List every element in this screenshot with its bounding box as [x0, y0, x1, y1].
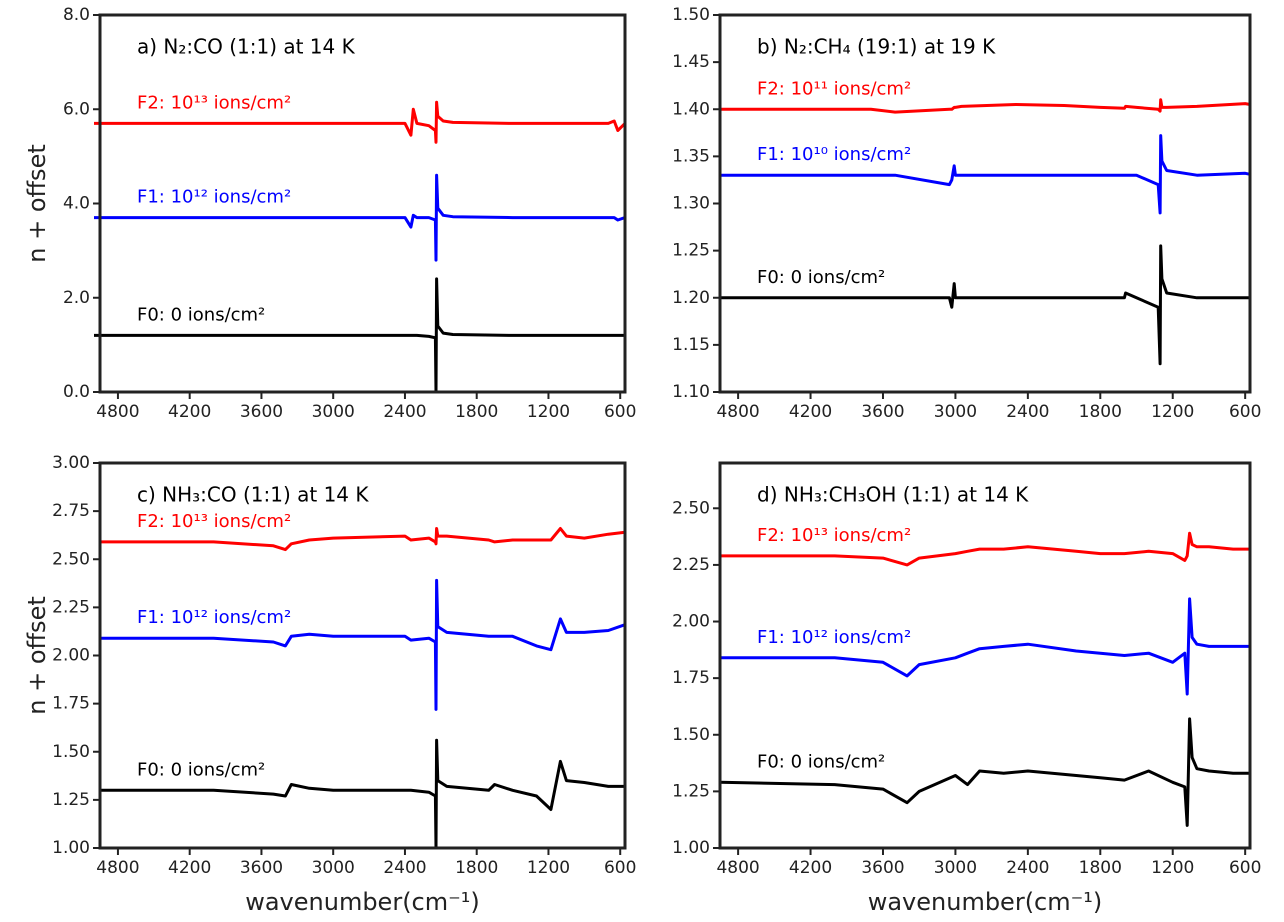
spectrum-line: [100, 738, 625, 850]
series-label: F2: 10¹³ ions/cm²: [757, 525, 911, 546]
x-tick-label: 4200: [168, 402, 211, 422]
spectrum-line: [94, 100, 627, 144]
y-tick-label: 1.50: [672, 5, 710, 25]
x-tick-label: 1200: [1151, 402, 1194, 422]
y-axis-label: n + offset: [23, 144, 51, 262]
y-tick-label: 2.75: [52, 501, 90, 521]
y-tick-label: 1.40: [672, 99, 710, 119]
panel-title: c) NH₃:CO (1:1) at 14 K: [137, 483, 369, 507]
x-tick-label: 600: [1229, 858, 1261, 878]
y-tick-label: 6.0: [63, 99, 90, 119]
y-tick-label: 2.25: [52, 597, 90, 617]
y-tick-label: 8.0: [63, 5, 90, 25]
y-tick-label: 1.00: [52, 838, 90, 858]
spectrum-line: [720, 98, 1251, 114]
spectrum-line: [94, 277, 625, 394]
series-label: F2: 10¹¹ ions/cm²: [757, 78, 911, 99]
axes-frame: [718, 13, 1252, 394]
y-axis-label: n + offset: [23, 596, 51, 714]
x-tick-label: 4200: [168, 858, 211, 878]
series-label: F1: 10¹² ions/cm²: [137, 187, 291, 208]
y-tick-label: 4.0: [63, 194, 90, 214]
x-tick-label: 3600: [240, 402, 283, 422]
y-tick-label: 1.00: [672, 838, 710, 858]
x-tick-label: 600: [604, 858, 636, 878]
y-tick-label: 1.25: [672, 241, 710, 261]
x-tick-label: 4800: [96, 858, 139, 878]
spectrum-line: [100, 578, 626, 711]
x-tick-label: 1800: [1079, 858, 1122, 878]
y-tick-label: 2.25: [672, 555, 710, 575]
x-tick-label: 4200: [789, 858, 832, 878]
axes-frame: [98, 461, 627, 850]
axes-frame: [98, 13, 627, 394]
series-label: F0: 0 ions/cm²: [137, 304, 265, 325]
y-tick-label: 1.45: [672, 52, 710, 72]
series-label: F0: 0 ions/cm²: [757, 267, 885, 288]
axes-frame: [718, 461, 1252, 850]
x-tick-label: 2400: [1006, 858, 1049, 878]
x-axis-label: wavenumber(cm⁻¹): [245, 888, 480, 916]
y-tick-label: 1.20: [672, 288, 710, 308]
x-tick-label: 3000: [934, 402, 977, 422]
x-tick-label: 1200: [1151, 858, 1194, 878]
spectrum-line: [720, 244, 1250, 366]
x-tick-label: 4200: [789, 402, 832, 422]
y-tick-label: 2.50: [672, 498, 710, 518]
y-tick-label: 2.0: [63, 288, 90, 308]
y-tick-label: 0.0: [63, 382, 90, 402]
y-tick-label: 2.50: [52, 549, 90, 569]
y-tick-label: 2.00: [672, 612, 710, 632]
y-tick-label: 1.15: [672, 335, 710, 355]
x-tick-label: 1200: [527, 858, 570, 878]
x-tick-label: 3000: [312, 858, 355, 878]
panel-title: b) N₂:CH₄ (19:1) at 19 K: [757, 35, 996, 59]
x-tick-label: 1200: [527, 402, 570, 422]
x-tick-label: 1800: [455, 402, 498, 422]
y-tick-label: 1.50: [52, 742, 90, 762]
y-tick-label: 1.35: [672, 146, 710, 166]
series-label: F1: 10¹² ions/cm²: [137, 607, 291, 628]
x-tick-label: 3600: [861, 402, 904, 422]
y-tick-label: 2.00: [52, 646, 90, 666]
series-label: F0: 0 ions/cm²: [137, 759, 265, 780]
x-tick-label: 2400: [383, 402, 426, 422]
x-tick-label: 4800: [716, 858, 759, 878]
panel-title: a) N₂:CO (1:1) at 14 K: [137, 35, 356, 59]
x-tick-label: 2400: [1006, 402, 1049, 422]
x-tick-label: 1800: [1079, 402, 1122, 422]
x-tick-label: 3000: [312, 402, 355, 422]
x-tick-label: 3600: [861, 858, 904, 878]
spectrum-line: [94, 173, 626, 262]
series-label: F2: 10¹³ ions/cm²: [137, 92, 291, 113]
y-tick-label: 1.10: [672, 382, 710, 402]
series-label: F1: 10¹⁰ ions/cm²: [757, 144, 911, 165]
x-tick-label: 3600: [240, 858, 283, 878]
y-tick-label: 3.00: [52, 453, 90, 473]
y-tick-label: 1.75: [672, 668, 710, 688]
series-label: F1: 10¹² ions/cm²: [757, 627, 911, 648]
series-label: F2: 10¹³ ions/cm²: [137, 511, 291, 532]
x-axis-label: wavenumber(cm⁻¹): [868, 888, 1103, 916]
panel-title: d) NH₃:CH₃OH (1:1) at 14 K: [757, 483, 1029, 507]
x-tick-label: 4800: [96, 402, 139, 422]
x-tick-label: 3000: [934, 858, 977, 878]
x-tick-label: 4800: [716, 402, 759, 422]
y-tick-label: 1.25: [672, 781, 710, 801]
x-tick-label: 2400: [383, 858, 426, 878]
spectrum-line: [720, 531, 1250, 567]
x-tick-label: 1800: [455, 858, 498, 878]
y-tick-label: 1.50: [672, 725, 710, 745]
x-tick-label: 600: [604, 402, 636, 422]
spectrum-line: [720, 597, 1250, 696]
spectrum-line: [720, 134, 1251, 215]
y-tick-label: 1.30: [672, 194, 710, 214]
spectrum-line: [100, 527, 626, 552]
y-tick-label: 1.75: [52, 694, 90, 714]
y-tick-label: 1.25: [52, 790, 90, 810]
series-label: F0: 0 ions/cm²: [757, 751, 885, 772]
x-tick-label: 600: [1229, 402, 1261, 422]
spectrum-line: [719, 717, 1250, 827]
